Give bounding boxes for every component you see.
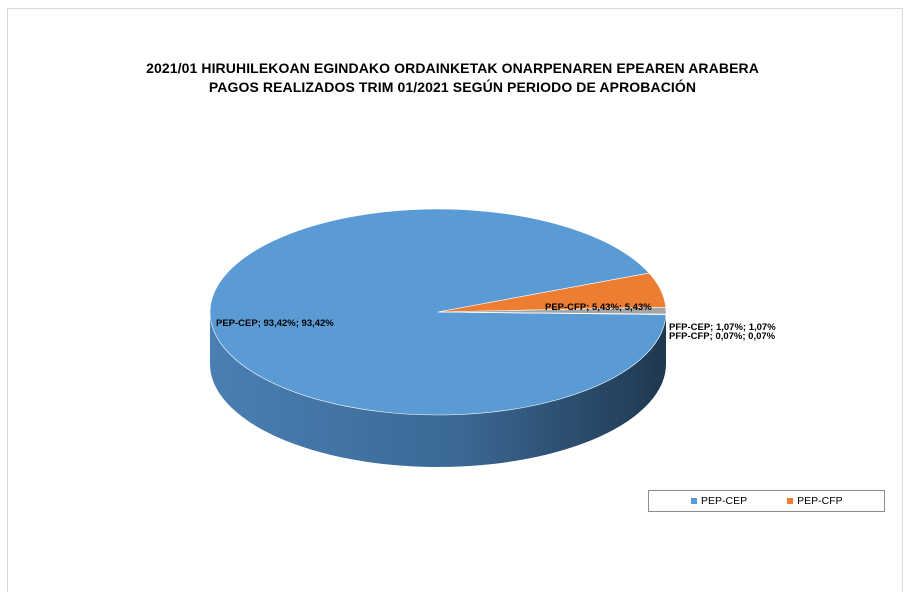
legend-swatch-pep-cep	[691, 498, 697, 504]
pie-top-face	[209, 208, 667, 416]
legend-label-pep-cfp: PEP-CFP	[797, 495, 843, 507]
data-label-pfp-cfp: PFP-CFP; 0,07%; 0,07%	[669, 331, 776, 342]
pie-side-wall	[210, 312, 666, 467]
data-label-pep-cep: PEP-CEP; 93,42%; 93,42%	[216, 318, 334, 329]
chart-frame	[7, 8, 903, 592]
data-label-pep-cfp: PEP-CFP; 5,43%; 5,43%	[545, 302, 652, 313]
pie-slice-pfp-cfp	[437, 311, 667, 315]
legend-item-pep-cfp: PEP-CFP	[787, 495, 843, 507]
legend-item-pep-cep: PEP-CEP	[691, 495, 747, 507]
chart-title-line-2: PAGOS REALIZADOS TRIM 01/2021 SEGÚN PERI…	[208, 79, 697, 95]
data-label-pfp-cep: PFP-CEP; 1,07%; 1,07%	[669, 322, 776, 333]
pie-side-wall-surface	[210, 312, 666, 467]
legend-swatch-pep-cfp	[787, 498, 794, 504]
pie-slice-pep-cep	[209, 208, 667, 416]
pie-data-labels: PEP-CEP; 93,42%; 93,42% PEP-CFP; 5,43%; 5…	[216, 302, 776, 342]
legend-label-pep-cep: PEP-CEP	[701, 495, 748, 507]
chart-legend: PEP-CEP PEP-CFP	[648, 490, 885, 512]
chart-title-line-1: 2021/01 HIRUHILEKOAN EGINDAKO ORDAINKETA…	[146, 60, 759, 76]
